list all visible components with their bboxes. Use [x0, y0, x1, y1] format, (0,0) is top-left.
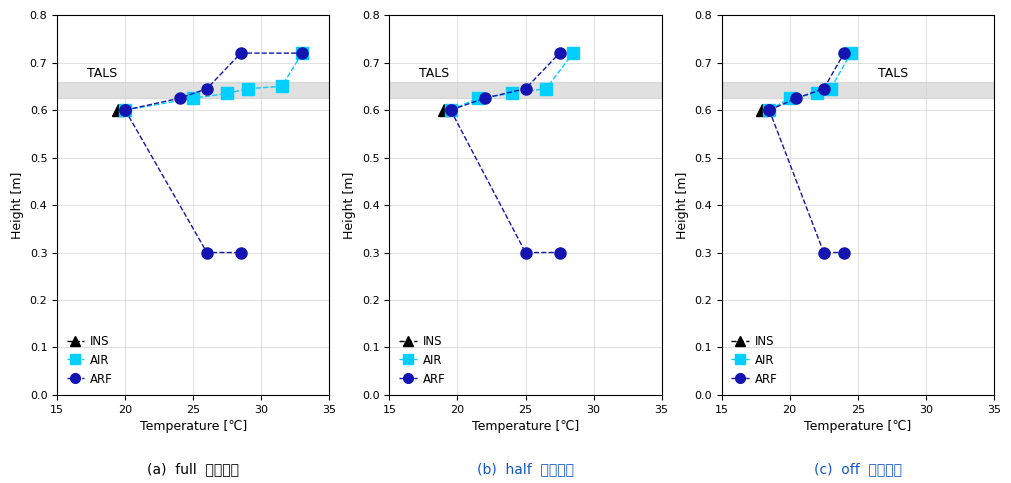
Y-axis label: Height [m]: Height [m]	[343, 171, 356, 239]
Text: (c)  off  부하조건: (c) off 부하조건	[813, 462, 901, 476]
X-axis label: Temperature [℃]: Temperature [℃]	[471, 420, 578, 433]
Text: TALS: TALS	[419, 67, 449, 80]
Legend: INS, AIR, ARF: INS, AIR, ARF	[395, 331, 448, 389]
Bar	[389, 82, 661, 98]
Y-axis label: Height [m]: Height [m]	[675, 171, 687, 239]
Legend: INS, AIR, ARF: INS, AIR, ARF	[727, 331, 780, 389]
Y-axis label: Height [m]: Height [m]	[11, 171, 24, 239]
Legend: INS, AIR, ARF: INS, AIR, ARF	[63, 331, 116, 389]
Bar	[721, 82, 993, 98]
X-axis label: Temperature [℃]: Temperature [℃]	[804, 420, 911, 433]
Text: TALS: TALS	[878, 67, 908, 80]
Bar	[57, 82, 330, 98]
Text: (a)  full  부하조건: (a) full 부하조건	[148, 462, 239, 476]
Text: TALS: TALS	[87, 67, 117, 80]
X-axis label: Temperature [℃]: Temperature [℃]	[140, 420, 247, 433]
Text: (b)  half  부하조건: (b) half 부하조건	[476, 462, 573, 476]
